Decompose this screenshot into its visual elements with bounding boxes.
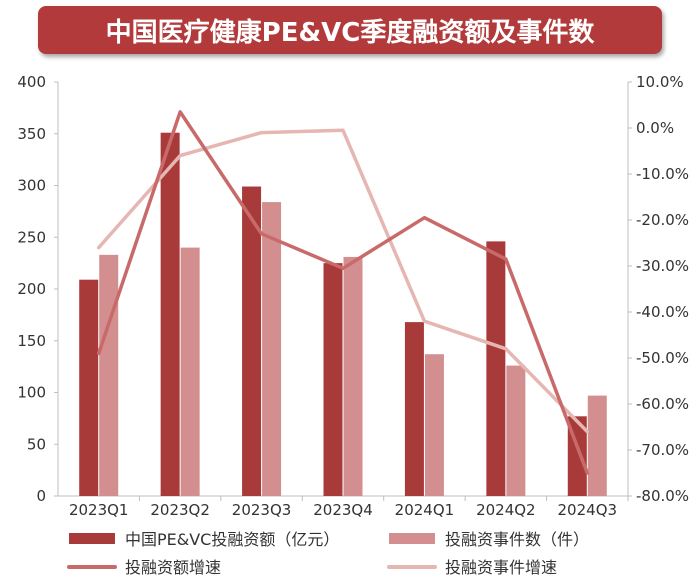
legend-bar-swatch (389, 533, 435, 544)
bar (486, 241, 506, 496)
right-tick-label: 0.0% (636, 119, 674, 137)
bar (343, 256, 363, 496)
right-tick-label: -50.0% (636, 349, 689, 367)
bar (262, 202, 282, 496)
chart-title-banner: 中国医疗健康PE&VC季度融资额及事件数 (38, 6, 662, 54)
chart-axes: 0 50 100 150 200 250 300 350 400 -80.0% -70.0% -60.… (17, 73, 689, 519)
bar (99, 254, 119, 496)
right-tick-label: -40.0% (636, 303, 689, 321)
bar (79, 279, 99, 496)
x-tick-label: 2023Q3 (232, 501, 292, 519)
x-tick-label: 2023Q1 (69, 501, 129, 519)
legend-bar-swatch (69, 533, 115, 544)
x-tick-label: 2024Q2 (476, 501, 536, 519)
right-tick-label: -70.0% (636, 441, 689, 459)
bar (160, 132, 180, 496)
bar (180, 247, 200, 496)
left-tick-label: 250 (17, 228, 46, 246)
x-tick-label: 2024Q1 (395, 501, 455, 519)
line-series-path (96, 110, 590, 475)
left-tick-label: 0 (36, 487, 46, 505)
legend-label: 投融资事件数（件） (445, 530, 589, 549)
line-series (96, 110, 590, 475)
right-tick-label: -30.0% (636, 257, 689, 275)
bar (587, 395, 607, 496)
legend-label: 投融资事件增速 (445, 558, 557, 577)
bar (323, 263, 343, 496)
x-tick-label: 2024Q3 (558, 501, 618, 519)
right-tick-label: -10.0% (636, 165, 689, 183)
line-series-path (96, 128, 590, 434)
left-tick-label: 350 (17, 125, 46, 143)
x-tick-label: 2023Q2 (150, 501, 210, 519)
bar (404, 322, 424, 496)
left-tick-label: 50 (27, 435, 46, 453)
left-tick-label: 100 (17, 384, 46, 402)
left-tick-label: 300 (17, 177, 46, 195)
bar (424, 354, 444, 496)
legend-label: 中国PE&VC投融资额（亿元） (125, 530, 339, 549)
right-tick-label: -80.0% (636, 487, 689, 505)
bar (506, 365, 526, 496)
bar (242, 186, 262, 496)
right-tick-label: 10.0% (636, 73, 684, 91)
right-tick-label: -60.0% (636, 395, 689, 413)
chart-legend: 中国PE&VC投融资额（亿元） 投融资事件数（件） 投融资额增速 投融资事件增速 (67, 530, 589, 577)
legend-label: 投融资额增速 (125, 558, 221, 577)
left-tick-label: 200 (17, 280, 46, 298)
chart-title: 中国医疗健康PE&VC季度融资额及事件数 (105, 17, 595, 48)
left-tick-label: 400 (17, 73, 46, 91)
left-tick-label: 150 (17, 332, 46, 350)
x-tick-label: 2023Q4 (313, 501, 373, 519)
right-tick-label: -20.0% (636, 211, 689, 229)
